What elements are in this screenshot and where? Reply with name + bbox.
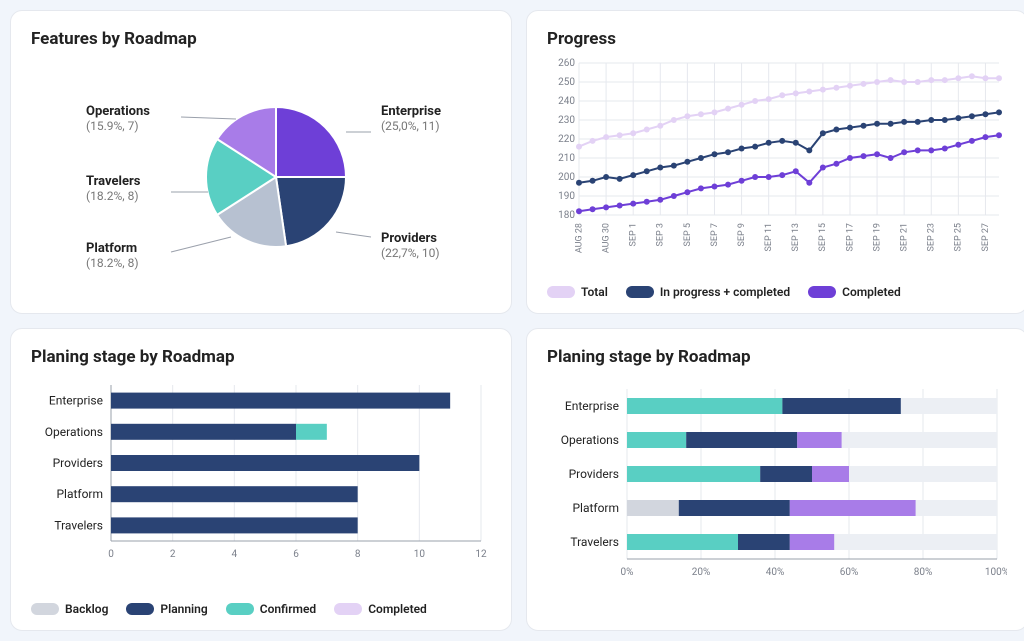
svg-text:10: 10 [414, 549, 426, 560]
svg-text:Travelers: Travelers [570, 535, 619, 549]
svg-text:SEP 11: SEP 11 [764, 223, 774, 252]
svg-text:20%: 20% [692, 567, 711, 578]
svg-text:260: 260 [558, 58, 575, 69]
svg-text:190: 190 [558, 191, 575, 202]
svg-text:Providers: Providers [53, 456, 103, 470]
svg-text:AUG 28: AUG 28 [574, 223, 584, 253]
svg-text:Operations: Operations [561, 433, 619, 447]
progress-legend: Total In progress + completed Completed [547, 285, 1007, 299]
legend-swatch [808, 286, 836, 298]
pie-chart: Enterprise(25,0%, 11) Providers(22,7%, 10… [31, 57, 491, 299]
legend-swatch [226, 603, 254, 615]
legend-swatch [126, 603, 154, 615]
svg-text:(15.9%, 7): (15.9%, 7) [86, 119, 139, 133]
svg-text:220: 220 [558, 134, 575, 145]
svg-text:210: 210 [558, 153, 575, 164]
svg-text:SEP 19: SEP 19 [872, 223, 882, 252]
legend-item: Planning [126, 602, 207, 616]
card-title: Planing stage by Roadmap [547, 347, 1007, 367]
legend-item: Confirmed [226, 602, 316, 616]
legend-label: In progress + completed [660, 285, 790, 299]
svg-text:8: 8 [355, 549, 361, 560]
svg-text:(25,0%, 11): (25,0%, 11) [381, 119, 440, 133]
svg-text:Enterprise: Enterprise [565, 399, 619, 413]
svg-text:40%: 40% [766, 567, 785, 578]
svg-text:60%: 60% [840, 567, 859, 578]
svg-text:Platform: Platform [572, 501, 619, 515]
legend-item: Completed [334, 602, 427, 616]
card-planning-bars: Planing stage by Roadmap 0 2 4 6 8 10 12 Enterp… [10, 328, 512, 632]
legend-swatch [626, 286, 654, 298]
bars-chart: 0 2 4 6 8 10 12 Enterprise Operations Providers Pl… [31, 375, 491, 595]
svg-text:0: 0 [108, 549, 114, 560]
svg-text:SEP 25: SEP 25 [954, 223, 964, 252]
svg-text:100%: 100% [985, 567, 1007, 578]
legend-label: Backlog [65, 602, 108, 616]
card-title: Features by Roadmap [31, 29, 491, 49]
card-progress: Progress 180 190 200 210 220 230 240 250 260 AUG … [526, 10, 1024, 314]
svg-text:4: 4 [232, 549, 238, 560]
svg-text:Platform: Platform [56, 487, 103, 501]
svg-text:6: 6 [293, 549, 299, 560]
svg-text:SEP 17: SEP 17 [845, 223, 855, 252]
card-planning-stacked: Planing stage by Roadmap 0% 20% 40% 60% 80% 1… [526, 328, 1024, 632]
svg-text:SEP 15: SEP 15 [818, 223, 828, 252]
legend-swatch [334, 603, 362, 615]
svg-text:2: 2 [170, 549, 176, 560]
svg-text:240: 240 [558, 96, 575, 107]
svg-text:AUG 30: AUG 30 [601, 223, 611, 253]
stacked-chart: 0% 20% 40% 60% 80% 100% Enterprise Operations Pr… [547, 375, 1007, 617]
bars-legend: Backlog Planning Confirmed Completed [31, 602, 491, 616]
legend-label: Confirmed [260, 602, 316, 616]
svg-text:SEP 27: SEP 27 [981, 223, 991, 252]
svg-text:250: 250 [558, 77, 575, 88]
svg-text:SEP 23: SEP 23 [927, 223, 937, 252]
legend-item: Total [547, 285, 608, 299]
legend-item: In progress + completed [626, 285, 790, 299]
svg-text:Enterprise: Enterprise [381, 104, 441, 119]
svg-text:Enterprise: Enterprise [49, 393, 103, 407]
svg-text:12: 12 [475, 549, 487, 560]
legend-label: Total [581, 285, 608, 299]
card-title: Planing stage by Roadmap [31, 347, 491, 367]
svg-text:Operations: Operations [45, 424, 103, 438]
svg-text:Platform: Platform [86, 241, 137, 256]
legend-label: Completed [368, 602, 427, 616]
svg-text:SEP 13: SEP 13 [791, 223, 801, 252]
svg-text:SEP 3: SEP 3 [656, 223, 666, 246]
legend-label: Planning [160, 602, 207, 616]
svg-text:200: 200 [558, 172, 575, 183]
svg-text:Travelers: Travelers [86, 174, 141, 189]
svg-text:SEP 9: SEP 9 [737, 223, 747, 246]
legend-item: Backlog [31, 602, 108, 616]
svg-text:Providers: Providers [381, 231, 437, 246]
svg-text:0%: 0% [621, 567, 634, 578]
svg-text:80%: 80% [914, 567, 933, 578]
legend-item: Completed [808, 285, 901, 299]
legend-swatch [31, 603, 59, 615]
legend-label: Completed [842, 285, 901, 299]
svg-text:Providers: Providers [569, 467, 619, 481]
svg-text:(18.2%, 8): (18.2%, 8) [86, 256, 139, 270]
svg-text:180: 180 [558, 210, 575, 221]
svg-text:(18.2%, 8): (18.2%, 8) [86, 189, 139, 203]
svg-text:Travelers: Travelers [54, 518, 103, 532]
svg-text:(22,7%, 10): (22,7%, 10) [381, 246, 440, 260]
svg-text:230: 230 [558, 115, 575, 126]
progress-chart: 180 190 200 210 220 230 240 250 260 AUG 28 AUG 30 S… [547, 57, 1007, 277]
svg-text:Operations: Operations [86, 104, 150, 119]
legend-swatch [547, 286, 575, 298]
card-title: Progress [547, 29, 1007, 49]
card-features-by-roadmap: Features by Roadmap Enterprise(25,0%, 11… [10, 10, 512, 314]
svg-text:SEP 1: SEP 1 [629, 223, 639, 246]
svg-text:SEP 7: SEP 7 [710, 223, 720, 246]
svg-text:SEP 5: SEP 5 [683, 223, 693, 246]
svg-text:SEP 21: SEP 21 [900, 223, 910, 252]
